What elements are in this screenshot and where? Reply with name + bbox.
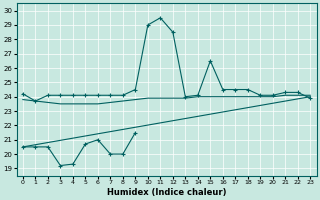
X-axis label: Humidex (Indice chaleur): Humidex (Indice chaleur) bbox=[107, 188, 226, 197]
